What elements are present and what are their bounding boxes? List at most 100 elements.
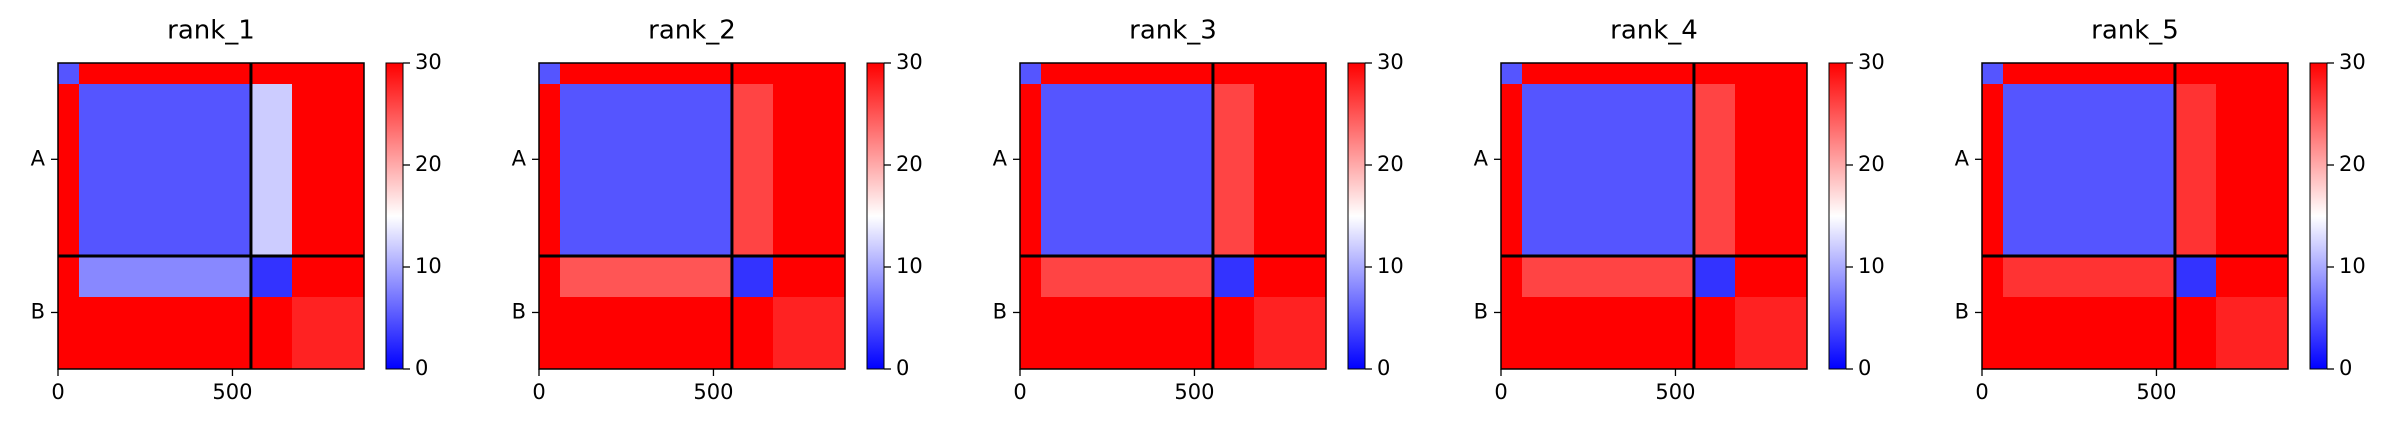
- heatmap-cell: [2002, 83, 2175, 256]
- heatmap-cell: [772, 63, 845, 84]
- heatmap-cell: [731, 83, 773, 256]
- heatmap-cell: [250, 296, 292, 369]
- chart-title: rank_1: [167, 16, 255, 46]
- colorbar-tick-label: 0: [896, 356, 909, 380]
- heatmap-cell: [2002, 63, 2175, 84]
- heatmap-cell: [1734, 296, 1807, 369]
- heatmap-cell: [559, 63, 732, 84]
- colorbar-tick-label: 20: [1858, 152, 1885, 176]
- heatmap-cell: [2002, 255, 2175, 297]
- heatmap-cell: [1521, 83, 1694, 256]
- heatmap-cell: [1253, 296, 1326, 369]
- heatmap-cell: [539, 255, 560, 297]
- heatmap-cell: [1982, 63, 2003, 84]
- x-tick-label: 0: [1013, 380, 1026, 404]
- heatmap-cell: [58, 63, 79, 84]
- heatmap-cell: [1020, 63, 1041, 84]
- colorbar-tick-label: 0: [1858, 356, 1871, 380]
- y-tick-label: B: [1955, 299, 1969, 323]
- heatmap-cell: [78, 296, 251, 369]
- heatmap-cell: [58, 255, 79, 297]
- x-tick-label: 500: [1655, 380, 1695, 404]
- heatmap-cell: [2002, 296, 2175, 369]
- heatmap-cell: [78, 63, 251, 84]
- heatmap-cell: [2215, 83, 2288, 256]
- heatmap-cell: [731, 63, 773, 84]
- x-tick-label: 0: [51, 380, 64, 404]
- heatmap-cell: [1734, 83, 1807, 256]
- y-tick-label: B: [512, 299, 526, 323]
- heatmap-cell: [1693, 83, 1735, 256]
- heatmap-cell: [1693, 296, 1735, 369]
- heatmap-cell: [1734, 255, 1807, 297]
- heatmap-cell: [1501, 255, 1522, 297]
- heatmap-cell: [559, 255, 732, 297]
- colorbar-tick-label: 10: [2339, 254, 2366, 278]
- heatmap-cell: [1020, 255, 1041, 297]
- heatmap-cell: [291, 255, 364, 297]
- heatmap-cell: [1501, 63, 1522, 84]
- plot-frame: [1500, 62, 1808, 370]
- y-tick-label: A: [993, 146, 1008, 170]
- colorbar-tick-label: 10: [1377, 254, 1404, 278]
- colorbar-tick-label: 20: [415, 152, 442, 176]
- heatmap-cell: [1040, 296, 1213, 369]
- heatmap-cell: [2174, 83, 2216, 256]
- heatmap-cell: [1521, 296, 1694, 369]
- heatmap-cell: [250, 255, 292, 297]
- x-tick-label: 500: [212, 380, 252, 404]
- colorbar-tick-label: 30: [1858, 50, 1885, 74]
- y-tick-label: B: [1474, 299, 1488, 323]
- heatmap-cell: [1693, 63, 1735, 84]
- heatmap-cell: [78, 83, 251, 256]
- y-tick-label: B: [993, 299, 1007, 323]
- x-tick-label: 500: [2136, 380, 2176, 404]
- heatmap-cell: [2174, 63, 2216, 84]
- heatmap-cell: [1982, 296, 2003, 369]
- heatmap-cell: [559, 296, 732, 369]
- x-tick-label: 0: [532, 380, 545, 404]
- plot-frame: [1981, 62, 2289, 370]
- colorbar: [2309, 62, 2328, 370]
- colorbar-tick-label: 30: [415, 50, 442, 74]
- heatmap-cell: [2215, 255, 2288, 297]
- heatmap-cell: [58, 296, 79, 369]
- heatmap-cell: [1521, 255, 1694, 297]
- heatmap-cell: [772, 83, 845, 256]
- chart-title: rank_5: [2091, 16, 2179, 46]
- heatmap-cell: [1040, 83, 1213, 256]
- colorbar-tick-label: 0: [2339, 356, 2352, 380]
- x-tick-label: 0: [1494, 380, 1507, 404]
- heatmap-cell: [1040, 255, 1213, 297]
- heatmap-cell: [539, 83, 560, 256]
- heatmap-cell: [291, 296, 364, 369]
- heatmap-cell: [2215, 63, 2288, 84]
- heatmap-cell: [1020, 296, 1041, 369]
- colorbar-tick-label: 10: [415, 254, 442, 278]
- y-tick-label: A: [31, 146, 46, 170]
- colorbar-tick-label: 20: [896, 152, 923, 176]
- heatmap-cell: [1212, 255, 1254, 297]
- heatmap-cell: [291, 63, 364, 84]
- heatmap-cell: [1253, 63, 1326, 84]
- heatmap-cell: [1212, 83, 1254, 256]
- heatmap-cell: [1253, 255, 1326, 297]
- colorbar: [1347, 62, 1366, 370]
- colorbar-tick-label: 30: [896, 50, 923, 74]
- heatmap-cell: [78, 255, 251, 297]
- heatmap-cell: [250, 63, 292, 84]
- colorbar: [1828, 62, 1847, 370]
- heatmap-cell: [250, 83, 292, 256]
- colorbar-tick-label: 10: [1858, 254, 1885, 278]
- y-tick-label: A: [1955, 146, 1970, 170]
- colorbar-tick-label: 0: [415, 356, 428, 380]
- heatmap-cell: [1982, 255, 2003, 297]
- heatmap-cell: [2215, 296, 2288, 369]
- heatmap-cell: [559, 83, 732, 256]
- heatmap-cell: [1040, 63, 1213, 84]
- colorbar-tick-label: 30: [2339, 50, 2366, 74]
- chart-title: rank_3: [1129, 16, 1217, 46]
- colorbar: [866, 62, 885, 370]
- heatmap-cell: [1501, 83, 1522, 256]
